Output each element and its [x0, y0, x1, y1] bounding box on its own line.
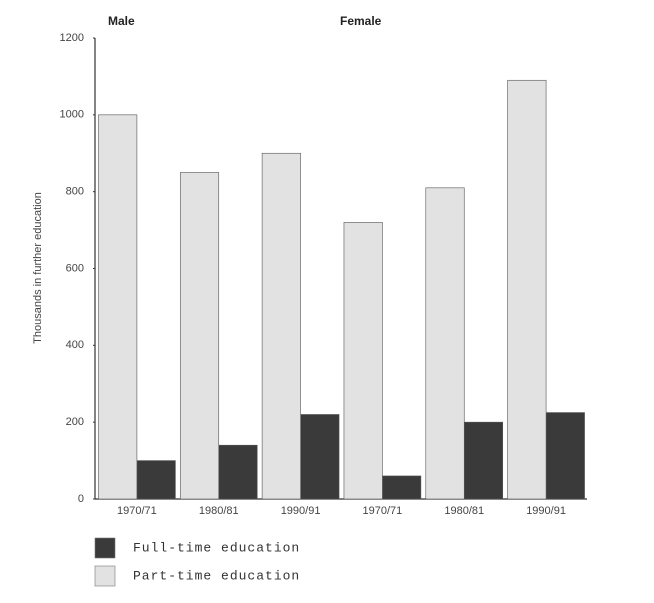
bar: [463, 421, 504, 500]
bar: [382, 475, 422, 500]
y-axis-label: Thousands in further education: [32, 192, 44, 344]
y-tick-label: 1200: [60, 32, 84, 44]
y-tick-label: 600: [66, 262, 84, 274]
x-tick-label: 1980/81: [444, 505, 484, 517]
x-tick-label: 1990/91: [526, 505, 566, 517]
y-tick-label: 1000: [60, 109, 84, 121]
x-tick-label: 1980/81: [199, 505, 239, 517]
bar: [425, 187, 465, 500]
bar: [136, 460, 176, 500]
legend-swatch: [94, 537, 116, 559]
bar: [261, 152, 301, 500]
y-tick-label: 800: [66, 186, 84, 198]
x-tick-label: 1970/71: [363, 505, 403, 517]
group-label: Female: [340, 14, 382, 28]
bar: [545, 412, 585, 500]
bar: [218, 444, 258, 500]
y-tick-label: 400: [66, 339, 84, 351]
bar: [98, 114, 138, 500]
y-tick-label: 0: [78, 493, 84, 505]
legend-label: Full-time education: [133, 540, 300, 555]
bar: [300, 414, 340, 500]
bar: [179, 172, 220, 500]
group-label: Male: [108, 14, 135, 28]
bar: [507, 79, 547, 500]
x-tick-label: 1990/91: [281, 505, 321, 517]
legend-label: Part-time education: [133, 568, 300, 583]
y-tick-label: 200: [66, 416, 84, 428]
bar: [343, 222, 383, 500]
legend-swatch: [94, 565, 116, 587]
x-tick-label: 1970/71: [117, 505, 157, 517]
